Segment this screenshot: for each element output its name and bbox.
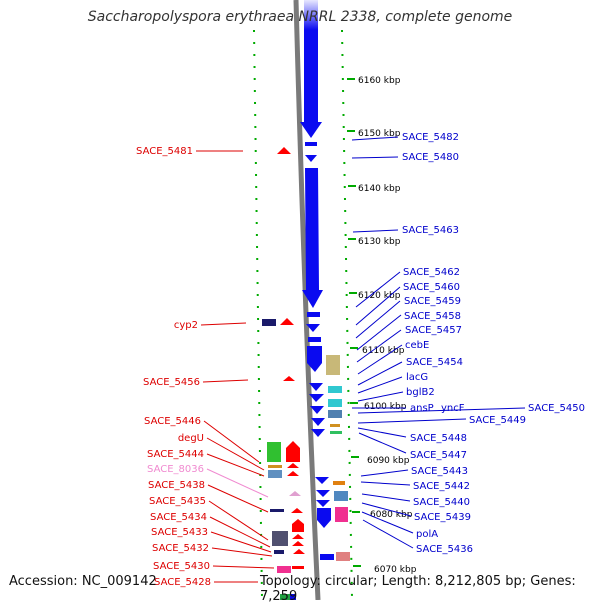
scale-tick-label: 6140 kbp <box>358 184 401 194</box>
scale-tick-label: 6100 kbp <box>364 402 407 412</box>
scale-tick-label: 6150 kbp <box>358 129 401 139</box>
main-gene-band <box>300 0 325 437</box>
gene-label[interactable]: degU <box>178 433 204 444</box>
gene-label[interactable]: SACE_5428 <box>154 577 211 588</box>
gene-label[interactable]: lacG <box>406 372 428 383</box>
gene-label[interactable]: SACE_5456 <box>143 377 200 388</box>
gene-label[interactable]: SACE_5438 <box>148 480 205 491</box>
scale-tick-label: 6090 kbp <box>367 456 410 466</box>
gene-label[interactable]: SACE_5450 <box>528 403 585 414</box>
gene-label[interactable]: SACE_5449 <box>469 415 526 426</box>
gene-label[interactable]: SACE_8036 <box>147 464 204 475</box>
gene-label[interactable]: SACE_5434 <box>150 512 207 523</box>
scale-tick-label: 6120 kbp <box>358 291 401 301</box>
gene-label[interactable]: SACE_5444 <box>147 449 204 460</box>
gene-label[interactable]: bglB2 <box>406 387 435 398</box>
gene-label[interactable]: cyp2 <box>174 320 198 331</box>
gene-label[interactable]: cebE <box>405 340 429 351</box>
gene-label[interactable]: ansP <box>410 403 434 414</box>
gene-label[interactable]: SACE_5442 <box>413 481 470 492</box>
gene-label[interactable]: SACE_5448 <box>410 433 467 444</box>
gene-label[interactable]: SACE_5430 <box>153 561 210 572</box>
gene-label[interactable]: yncF <box>441 403 465 414</box>
gene-label[interactable]: SACE_5460 <box>403 282 460 293</box>
scale-tick-label: 6160 kbp <box>358 76 401 86</box>
gene-label[interactable]: SACE_5439 <box>414 512 471 523</box>
gene-label[interactable]: SACE_5446 <box>144 416 201 427</box>
gene-label[interactable]: SACE_5443 <box>411 466 468 477</box>
gene-label[interactable]: SACE_5458 <box>404 311 461 322</box>
gene-label[interactable]: SACE_5462 <box>403 267 460 278</box>
gene-label[interactable]: SACE_5436 <box>416 544 473 555</box>
genome-backbone <box>293 0 321 601</box>
left-gene-labels: SACE_5481 cyp2 SACE_5456 SACE_5446 degU … <box>136 146 275 588</box>
scale-ticks: 6160 kbp 6150 kbp 6140 kbp 6130 kbp 6120… <box>347 76 417 575</box>
gene-label[interactable]: SACE_5454 <box>406 357 463 368</box>
left-features <box>262 147 305 573</box>
gene-label[interactable]: SACE_5432 <box>152 543 209 554</box>
gene-label[interactable]: polA <box>416 529 438 540</box>
gene-label[interactable]: SACE_5440 <box>413 497 470 508</box>
accession-label: Accession: NC_009142 <box>9 574 157 589</box>
scale-tick-label: 6080 kbp <box>370 510 413 520</box>
gene-label[interactable]: SACE_5457 <box>405 325 462 336</box>
scale-tick-label: 6070 kbp <box>374 565 417 575</box>
scale-tick-label: 6110 kbp <box>362 346 405 356</box>
gene-blocks <box>280 355 350 600</box>
scale-tick-label: 6130 kbp <box>358 237 401 247</box>
gene-label[interactable]: SACE_5482 <box>402 132 459 143</box>
gene-label[interactable]: SACE_5435 <box>149 496 206 507</box>
gene-label[interactable]: SACE_5480 <box>402 152 459 163</box>
gene-label[interactable]: SACE_5447 <box>410 450 467 461</box>
gene-label[interactable]: SACE_5463 <box>402 225 459 236</box>
gene-label[interactable]: SACE_5433 <box>151 527 208 538</box>
page-title: Saccharopolyspora erythraea NRRL 2338, c… <box>87 9 513 25</box>
gene-label[interactable]: SACE_5481 <box>136 146 193 157</box>
right-gene-labels: SACE_5482 SACE_5480 SACE_5463 SACE_5462 … <box>351 132 585 555</box>
gene-label[interactable]: SACE_5459 <box>404 296 461 307</box>
